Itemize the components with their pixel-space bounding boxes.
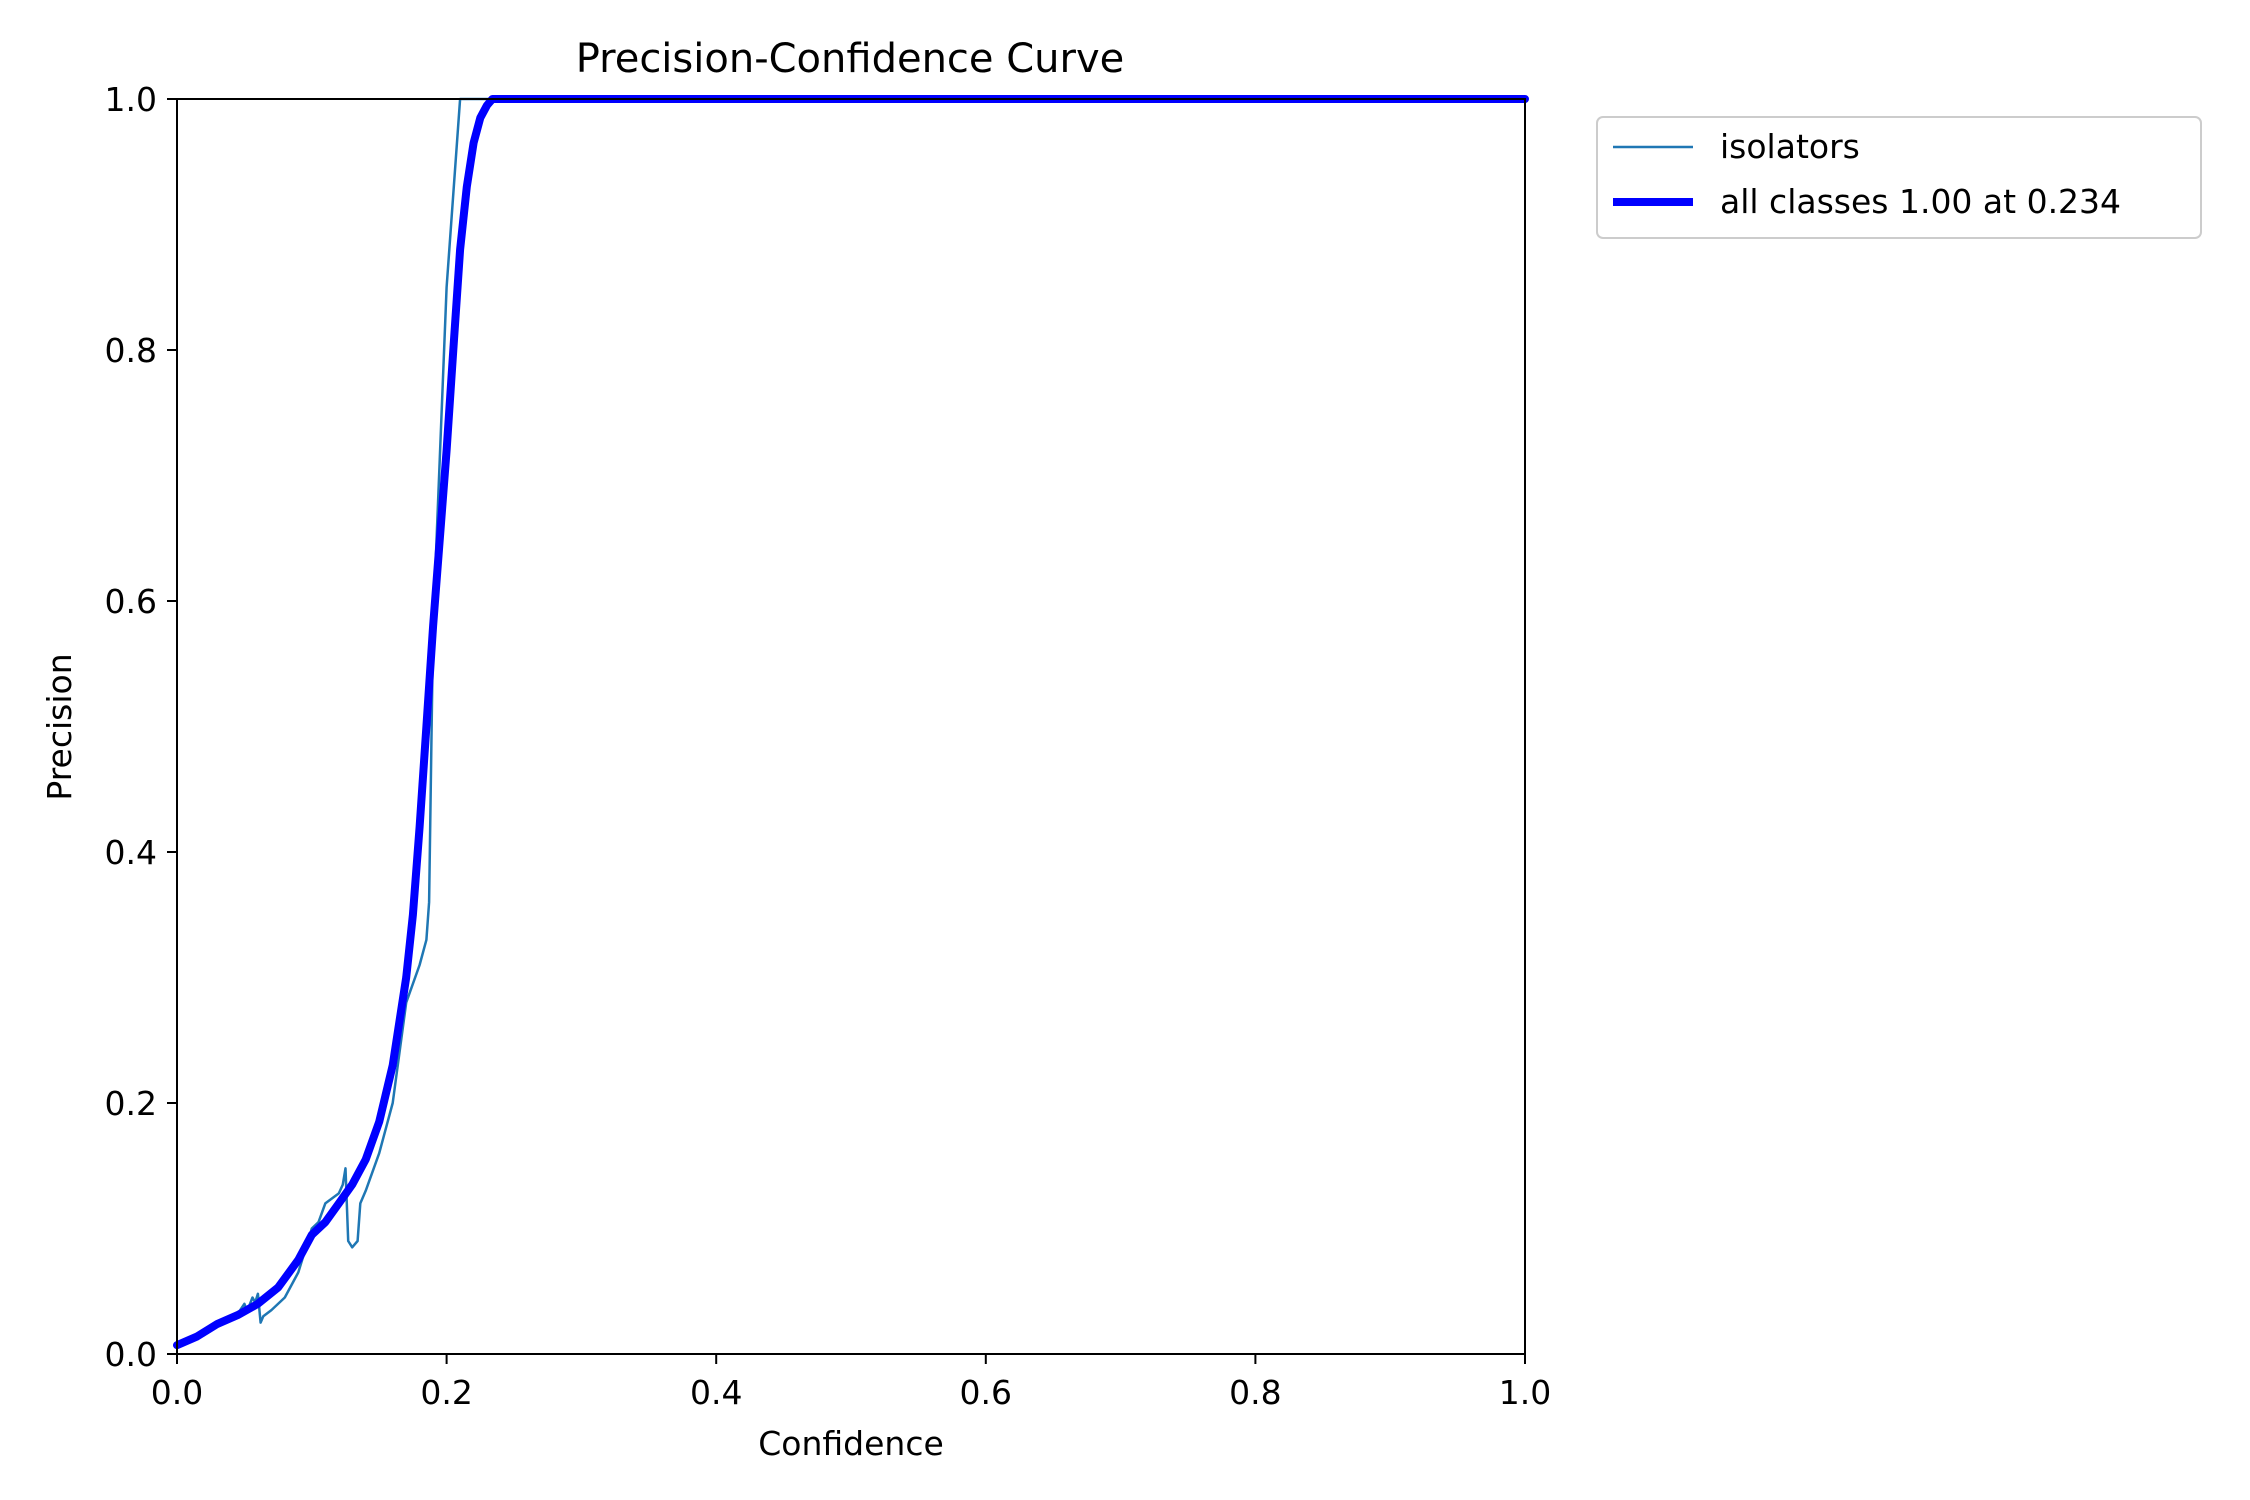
- y-tick-label: 0.8: [105, 331, 157, 370]
- legend-box: [1596, 116, 2202, 239]
- x-tick-label: 0.4: [690, 1373, 742, 1412]
- x-tick-label: 0.2: [420, 1373, 472, 1412]
- x-tick-label: 0.6: [960, 1373, 1012, 1412]
- y-tick-label: 0.2: [105, 1084, 157, 1123]
- series-line-all-classes: [173, 95, 1529, 1350]
- y-tick-label: 1.0: [105, 80, 157, 119]
- series-line-isolators: [175, 97, 1527, 1349]
- y-tick-label: 0.0: [105, 1335, 157, 1374]
- x-tick-label: 0.8: [1229, 1373, 1281, 1412]
- x-tick-label: 0.0: [151, 1373, 203, 1412]
- legend: isolators all classes 1.00 at 0.234: [1596, 116, 2202, 239]
- plot-frame: [176, 98, 1526, 1355]
- legend-label-all-classes: all classes 1.00 at 0.234: [1720, 182, 2121, 221]
- x-tick-label: 1.0: [1499, 1373, 1551, 1412]
- ticks-layer: 0.0 0.2 0.4 0.6 0.8 1.0 0.0 0.2 0.4 0.6 0.8 1.0: [105, 80, 1552, 1412]
- lines-layer: [173, 95, 1529, 1350]
- y-axis-label: Precision: [40, 653, 79, 800]
- y-tick-label: 0.4: [105, 833, 157, 872]
- chart-title: Precision-Confidence Curve: [576, 36, 1125, 82]
- x-axis-label: Confidence: [758, 1424, 944, 1463]
- legend-label-isolators: isolators: [1720, 127, 1860, 166]
- y-tick-label: 0.6: [105, 582, 157, 621]
